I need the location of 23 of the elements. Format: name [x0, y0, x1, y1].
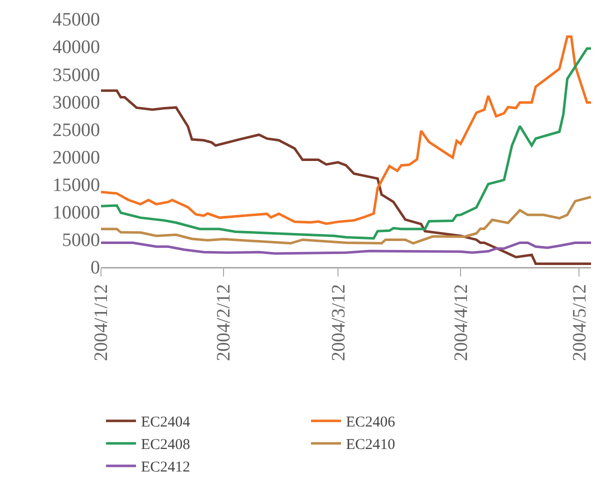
x-tick-label: 2004/5/12	[569, 284, 590, 362]
x-tick-label: 2004/4/12	[450, 284, 472, 362]
y-tick-label: 15000	[52, 174, 100, 196]
y-tick-label: 45000	[52, 10, 100, 31]
line-series	[101, 196, 591, 245]
legend-label: EC2406	[346, 414, 396, 431]
y-tick-label: 10000	[52, 202, 100, 224]
y-tick-label: 5000	[62, 230, 100, 252]
y-tick-label: 0	[90, 258, 100, 279]
legend-label: EC2408	[141, 437, 190, 454]
x-tick-label: 2004/1/12	[91, 284, 112, 362]
y-tick-label: 20000	[52, 147, 100, 168]
line-series	[101, 242, 591, 255]
y-tick-label: 25000	[52, 120, 100, 141]
legend-label: EC2410	[346, 437, 396, 454]
y-tick-label: 35000	[52, 64, 100, 86]
legend-label: EC2404	[141, 414, 191, 431]
line-series	[101, 89, 591, 265]
legend-label: EC2412	[141, 460, 190, 476]
x-tick-label: 2004/2/12	[214, 284, 235, 362]
y-tick-label: 30000	[52, 92, 100, 114]
x-tick-label: 2004/3/12	[328, 284, 350, 362]
y-tick-label: 40000	[52, 37, 100, 58]
